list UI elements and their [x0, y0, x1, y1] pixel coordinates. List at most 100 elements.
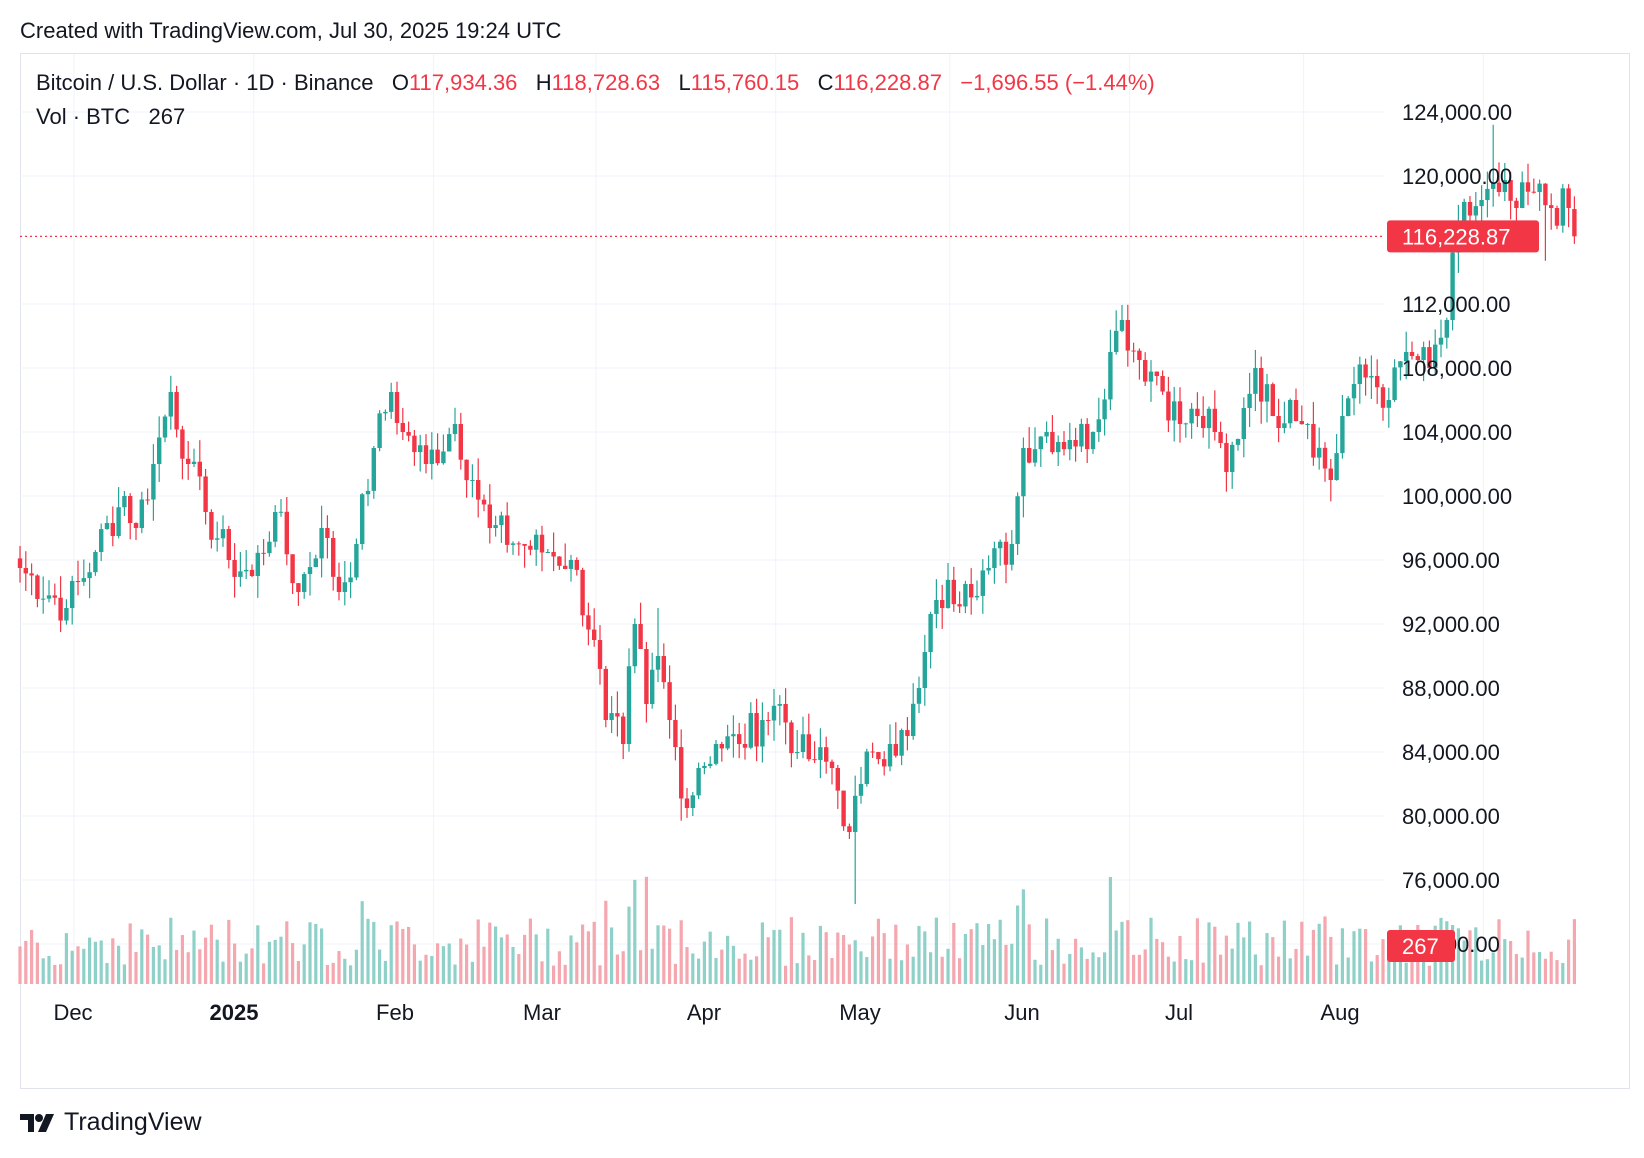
- candle-body: [1177, 401, 1183, 424]
- symbol-title[interactable]: Bitcoin / U.S. Dollar · 1D · Binance: [36, 70, 374, 95]
- candle-body: [104, 523, 110, 530]
- volume-bar: [1062, 963, 1066, 984]
- candles[interactable]: [17, 124, 1577, 904]
- candle-body: [383, 411, 388, 414]
- volume-bar: [789, 917, 793, 984]
- candle: [1177, 387, 1183, 443]
- candle-body: [1514, 200, 1519, 208]
- volume-bar: [557, 951, 561, 984]
- volume-bar: [488, 922, 492, 984]
- volume-bar: [470, 961, 474, 984]
- candle: [1009, 530, 1014, 571]
- candle-body: [539, 534, 545, 553]
- candle-body: [1038, 436, 1043, 450]
- candle: [661, 643, 666, 689]
- candle: [81, 559, 86, 586]
- candle: [1427, 340, 1432, 373]
- candle-body: [1537, 183, 1542, 192]
- candle-body: [255, 552, 260, 576]
- candle: [1444, 317, 1449, 349]
- volume-bar: [598, 965, 602, 984]
- candle-body: [319, 528, 324, 559]
- candle-body: [1502, 180, 1507, 192]
- volume-bar: [697, 958, 701, 984]
- candle: [719, 741, 724, 762]
- candle-body: [667, 682, 672, 720]
- volume-bar: [1474, 927, 1478, 984]
- candle: [800, 716, 806, 759]
- volume-bar: [1265, 933, 1269, 984]
- candle-body: [232, 560, 237, 577]
- candle-body: [46, 595, 52, 599]
- volume-bar: [1503, 939, 1507, 984]
- candle-body: [1427, 347, 1432, 368]
- volume-bars: [18, 876, 1576, 984]
- candle-body: [1380, 387, 1386, 408]
- candle-body: [957, 604, 962, 607]
- candle-body: [1067, 440, 1072, 450]
- candle-body: [447, 434, 452, 452]
- volume-bar: [53, 964, 57, 984]
- candle: [1293, 388, 1299, 422]
- candle-body: [1015, 496, 1020, 544]
- price-axis[interactable]: 124,000.00 120,000.00 112,000.00 108,000.00…: [1402, 100, 1512, 957]
- candle-body: [1508, 180, 1513, 201]
- time-axis[interactable]: Dec 2025 Feb Mar Apr May Jun Jul Aug: [53, 1000, 1359, 1025]
- candle-body: [1317, 447, 1322, 458]
- candle-body: [81, 578, 86, 582]
- volume-bar: [1346, 957, 1350, 984]
- candle: [812, 741, 817, 764]
- candle-body: [400, 422, 405, 432]
- volume-bar: [1329, 936, 1333, 984]
- candle-body: [1270, 384, 1275, 416]
- candle-body: [795, 752, 800, 754]
- candle-body: [23, 568, 28, 574]
- volume-bar: [929, 952, 933, 984]
- volume-bar: [349, 965, 353, 984]
- volume-bar: [668, 928, 672, 984]
- candle-body: [110, 523, 115, 537]
- candle-body: [1050, 432, 1055, 453]
- candle-body: [580, 569, 585, 616]
- candle-body: [719, 744, 724, 749]
- volume-bar: [395, 921, 399, 984]
- candle: [336, 562, 342, 601]
- time-tick-label: Feb: [376, 1000, 414, 1025]
- candle: [104, 515, 110, 530]
- candle-body: [1398, 361, 1403, 368]
- candle: [963, 580, 968, 614]
- volume-bar: [523, 934, 527, 984]
- volume-bar: [1288, 958, 1292, 984]
- price-tick-label: 108,000.00: [1402, 356, 1512, 381]
- candle: [1554, 205, 1560, 230]
- volume-label[interactable]: Vol · BTC: [36, 104, 131, 129]
- volume-bar: [285, 921, 289, 984]
- candle-body: [702, 765, 707, 768]
- volume-bar: [818, 925, 822, 984]
- volume-bar: [146, 934, 150, 984]
- candle: [934, 579, 939, 629]
- volume-bar: [1236, 922, 1240, 984]
- candle-body: [133, 523, 139, 528]
- candle-body: [348, 577, 353, 583]
- candle: [46, 580, 52, 603]
- candle-body: [528, 545, 533, 550]
- candle-body: [435, 449, 440, 464]
- volume-bar: [755, 956, 759, 984]
- candle-body: [974, 595, 980, 598]
- candle-body: [64, 608, 69, 621]
- volume-bar: [1323, 916, 1327, 984]
- candle: [93, 550, 98, 576]
- candle: [696, 762, 701, 800]
- close-value: 116,228.87: [833, 70, 942, 95]
- candle: [458, 412, 463, 470]
- candle-body: [609, 713, 614, 720]
- candle: [244, 550, 249, 580]
- candle-body: [626, 666, 632, 744]
- candle-body: [336, 576, 342, 592]
- candle-body: [1241, 408, 1246, 439]
- volume-bar: [233, 943, 237, 984]
- tradingview-brand[interactable]: TradingView: [20, 1108, 202, 1137]
- candle: [464, 459, 469, 498]
